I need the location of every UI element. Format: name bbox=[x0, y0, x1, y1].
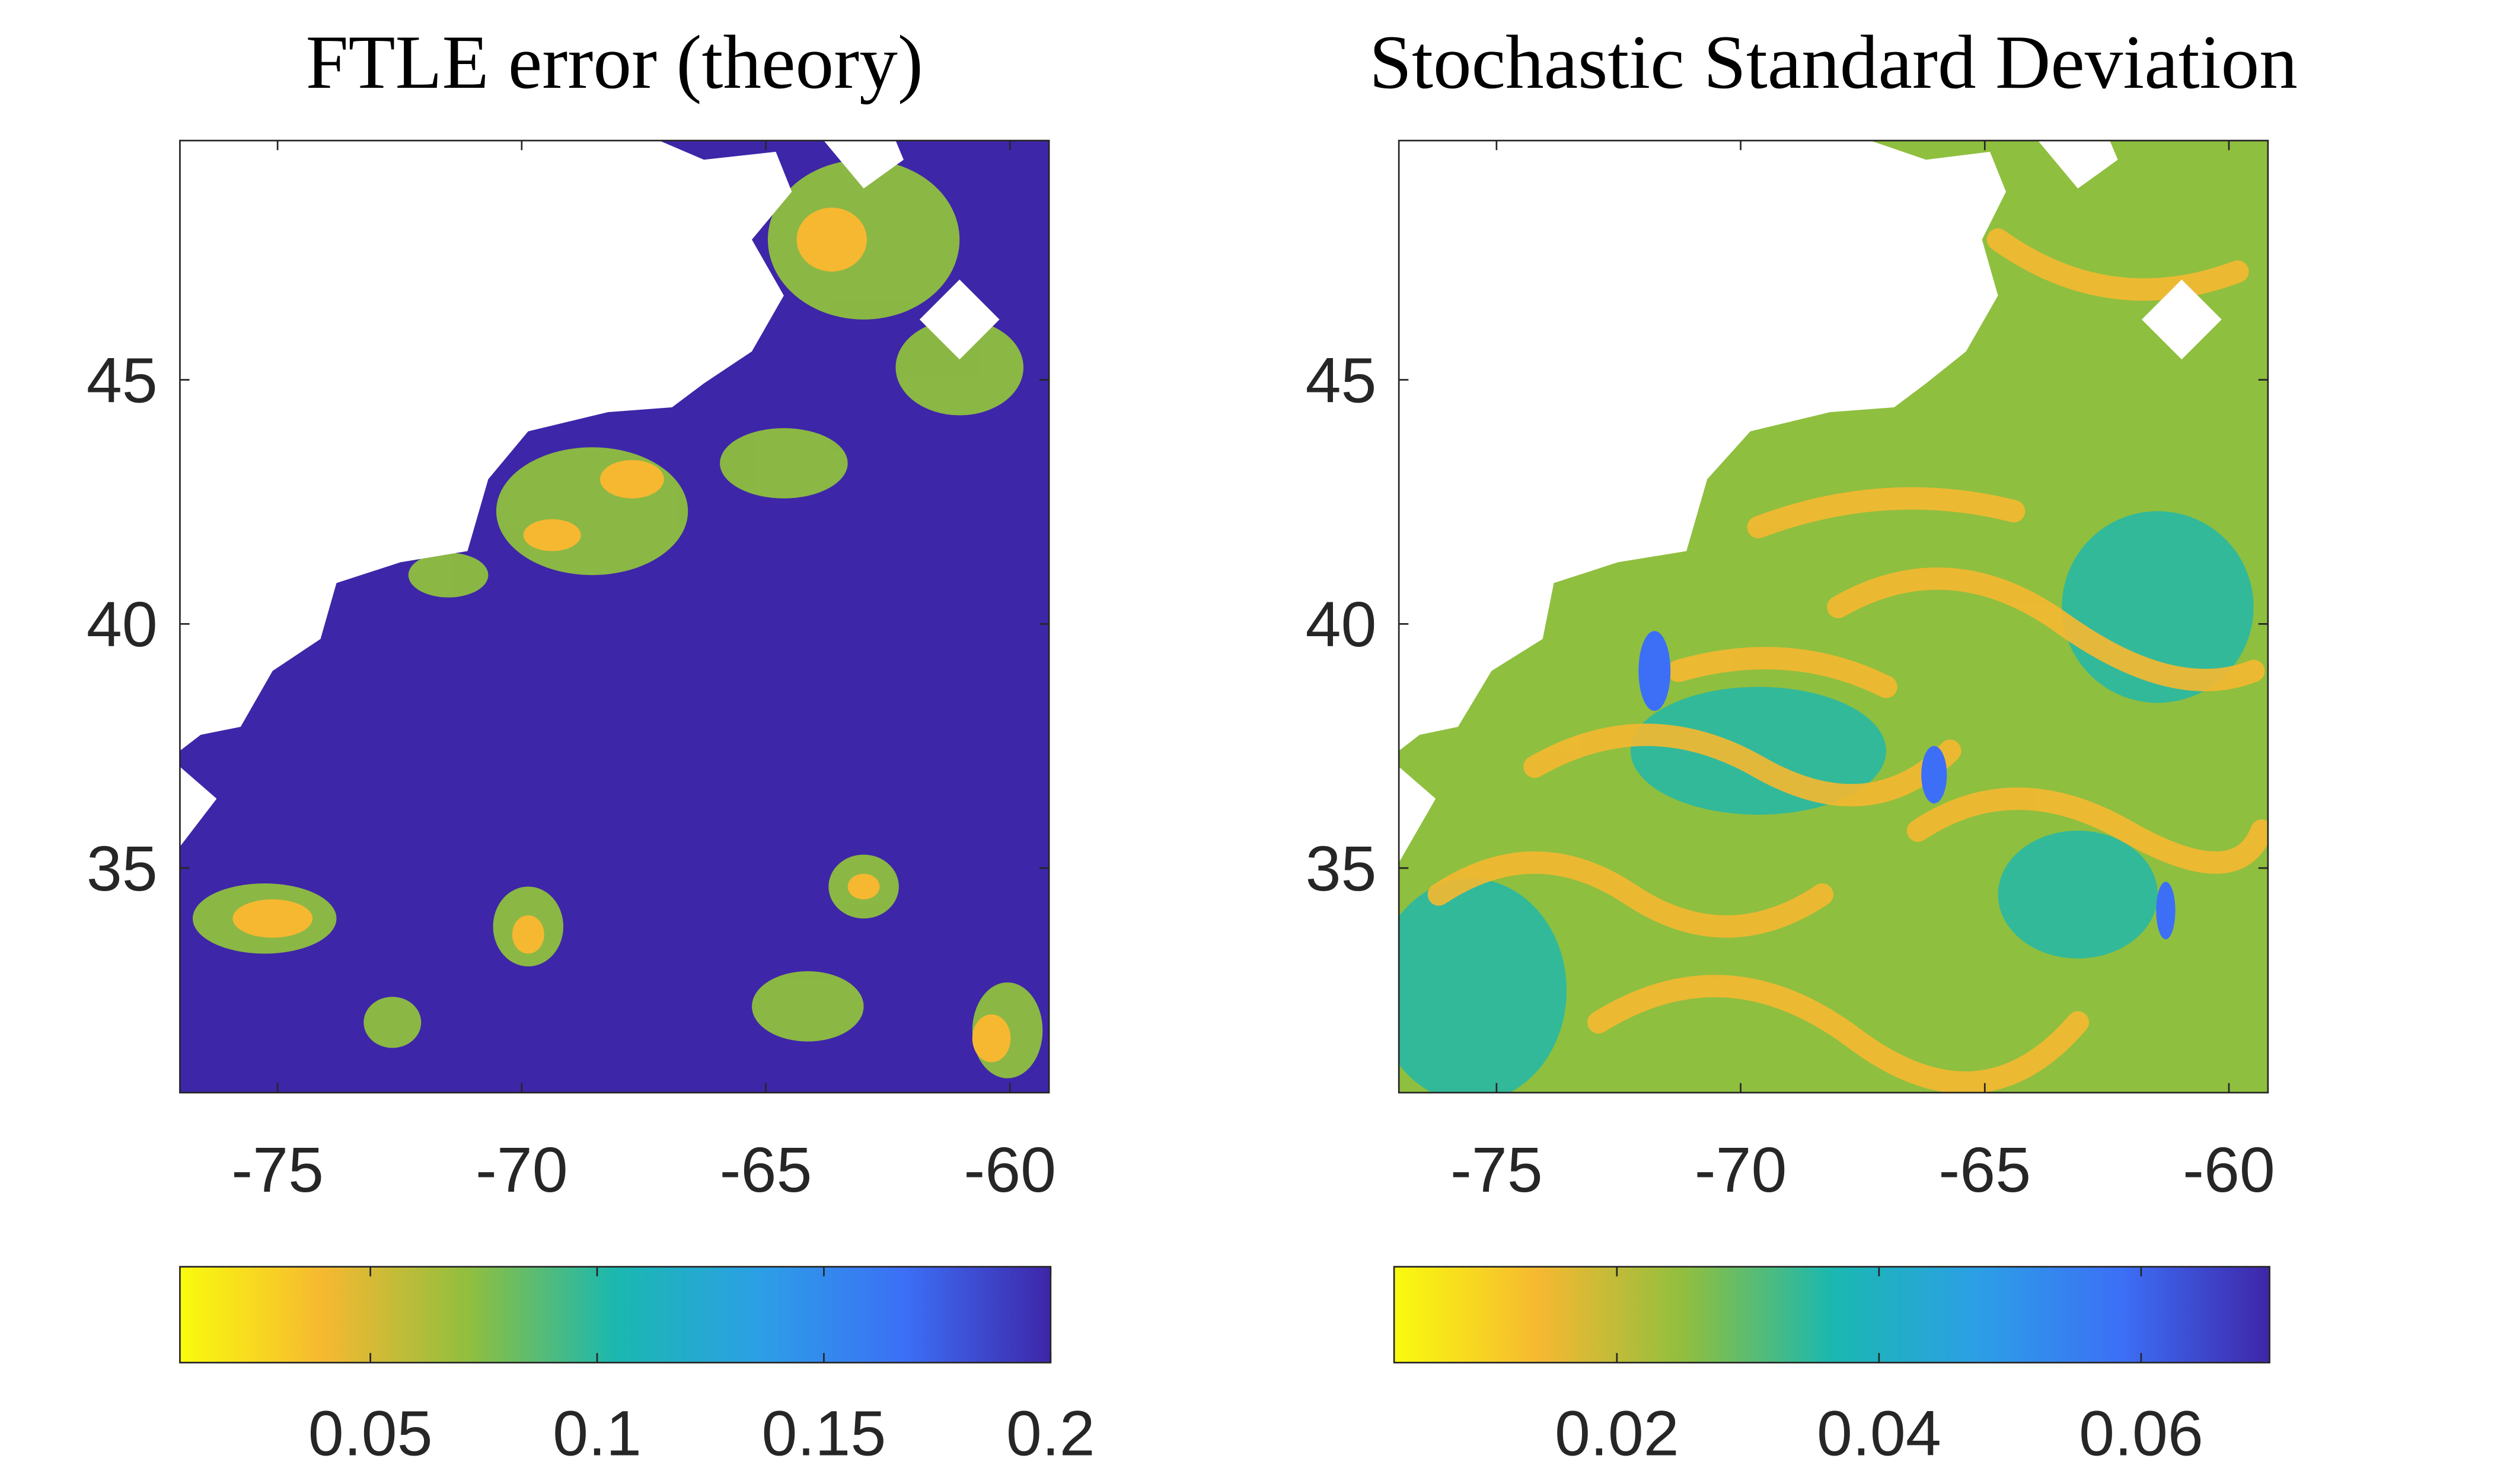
field bbox=[180, 141, 1050, 1093]
x-tick-label: -75 bbox=[1450, 1134, 1543, 1205]
chart-title: Stochastic Standard Deviation bbox=[1369, 20, 2298, 104]
plot-frame bbox=[1398, 139, 2269, 1094]
y-tick-label: 45 bbox=[87, 344, 158, 416]
chart-title: FTLE error (theory) bbox=[306, 20, 923, 104]
y-tick-label: 40 bbox=[1306, 588, 1377, 660]
colorbar-tick-label: 0.1 bbox=[553, 1397, 642, 1469]
y-tick-label: 35 bbox=[87, 832, 158, 904]
x-tick-label: -75 bbox=[231, 1134, 324, 1205]
x-tick-label: -70 bbox=[1695, 1134, 1787, 1205]
colorbar-tick-label: 0.02 bbox=[1555, 1397, 1679, 1469]
colorbar-tick-label: 0.15 bbox=[762, 1397, 886, 1469]
colorbar-tick-label: 0.2 bbox=[1006, 1397, 1095, 1469]
plot-frame bbox=[179, 139, 1050, 1094]
y-tick-label: 40 bbox=[87, 588, 158, 660]
x-tick-label: -60 bbox=[2183, 1134, 2275, 1205]
x-tick-label: -65 bbox=[720, 1134, 812, 1205]
y-tick-label: 35 bbox=[1306, 832, 1377, 904]
colorbar-tick-label: 0.06 bbox=[2079, 1397, 2203, 1469]
colorbar bbox=[179, 1266, 1052, 1364]
y-tick-label: 45 bbox=[1306, 344, 1377, 416]
x-tick-label: -60 bbox=[964, 1134, 1056, 1205]
colorbar bbox=[1393, 1266, 2270, 1364]
colorbar-tick-label: 0.05 bbox=[308, 1397, 433, 1469]
x-tick-label: -70 bbox=[476, 1134, 568, 1205]
field bbox=[1399, 141, 2268, 1093]
colorbar-tick-label: 0.04 bbox=[1817, 1397, 1941, 1469]
x-tick-label: -65 bbox=[1938, 1134, 2031, 1205]
